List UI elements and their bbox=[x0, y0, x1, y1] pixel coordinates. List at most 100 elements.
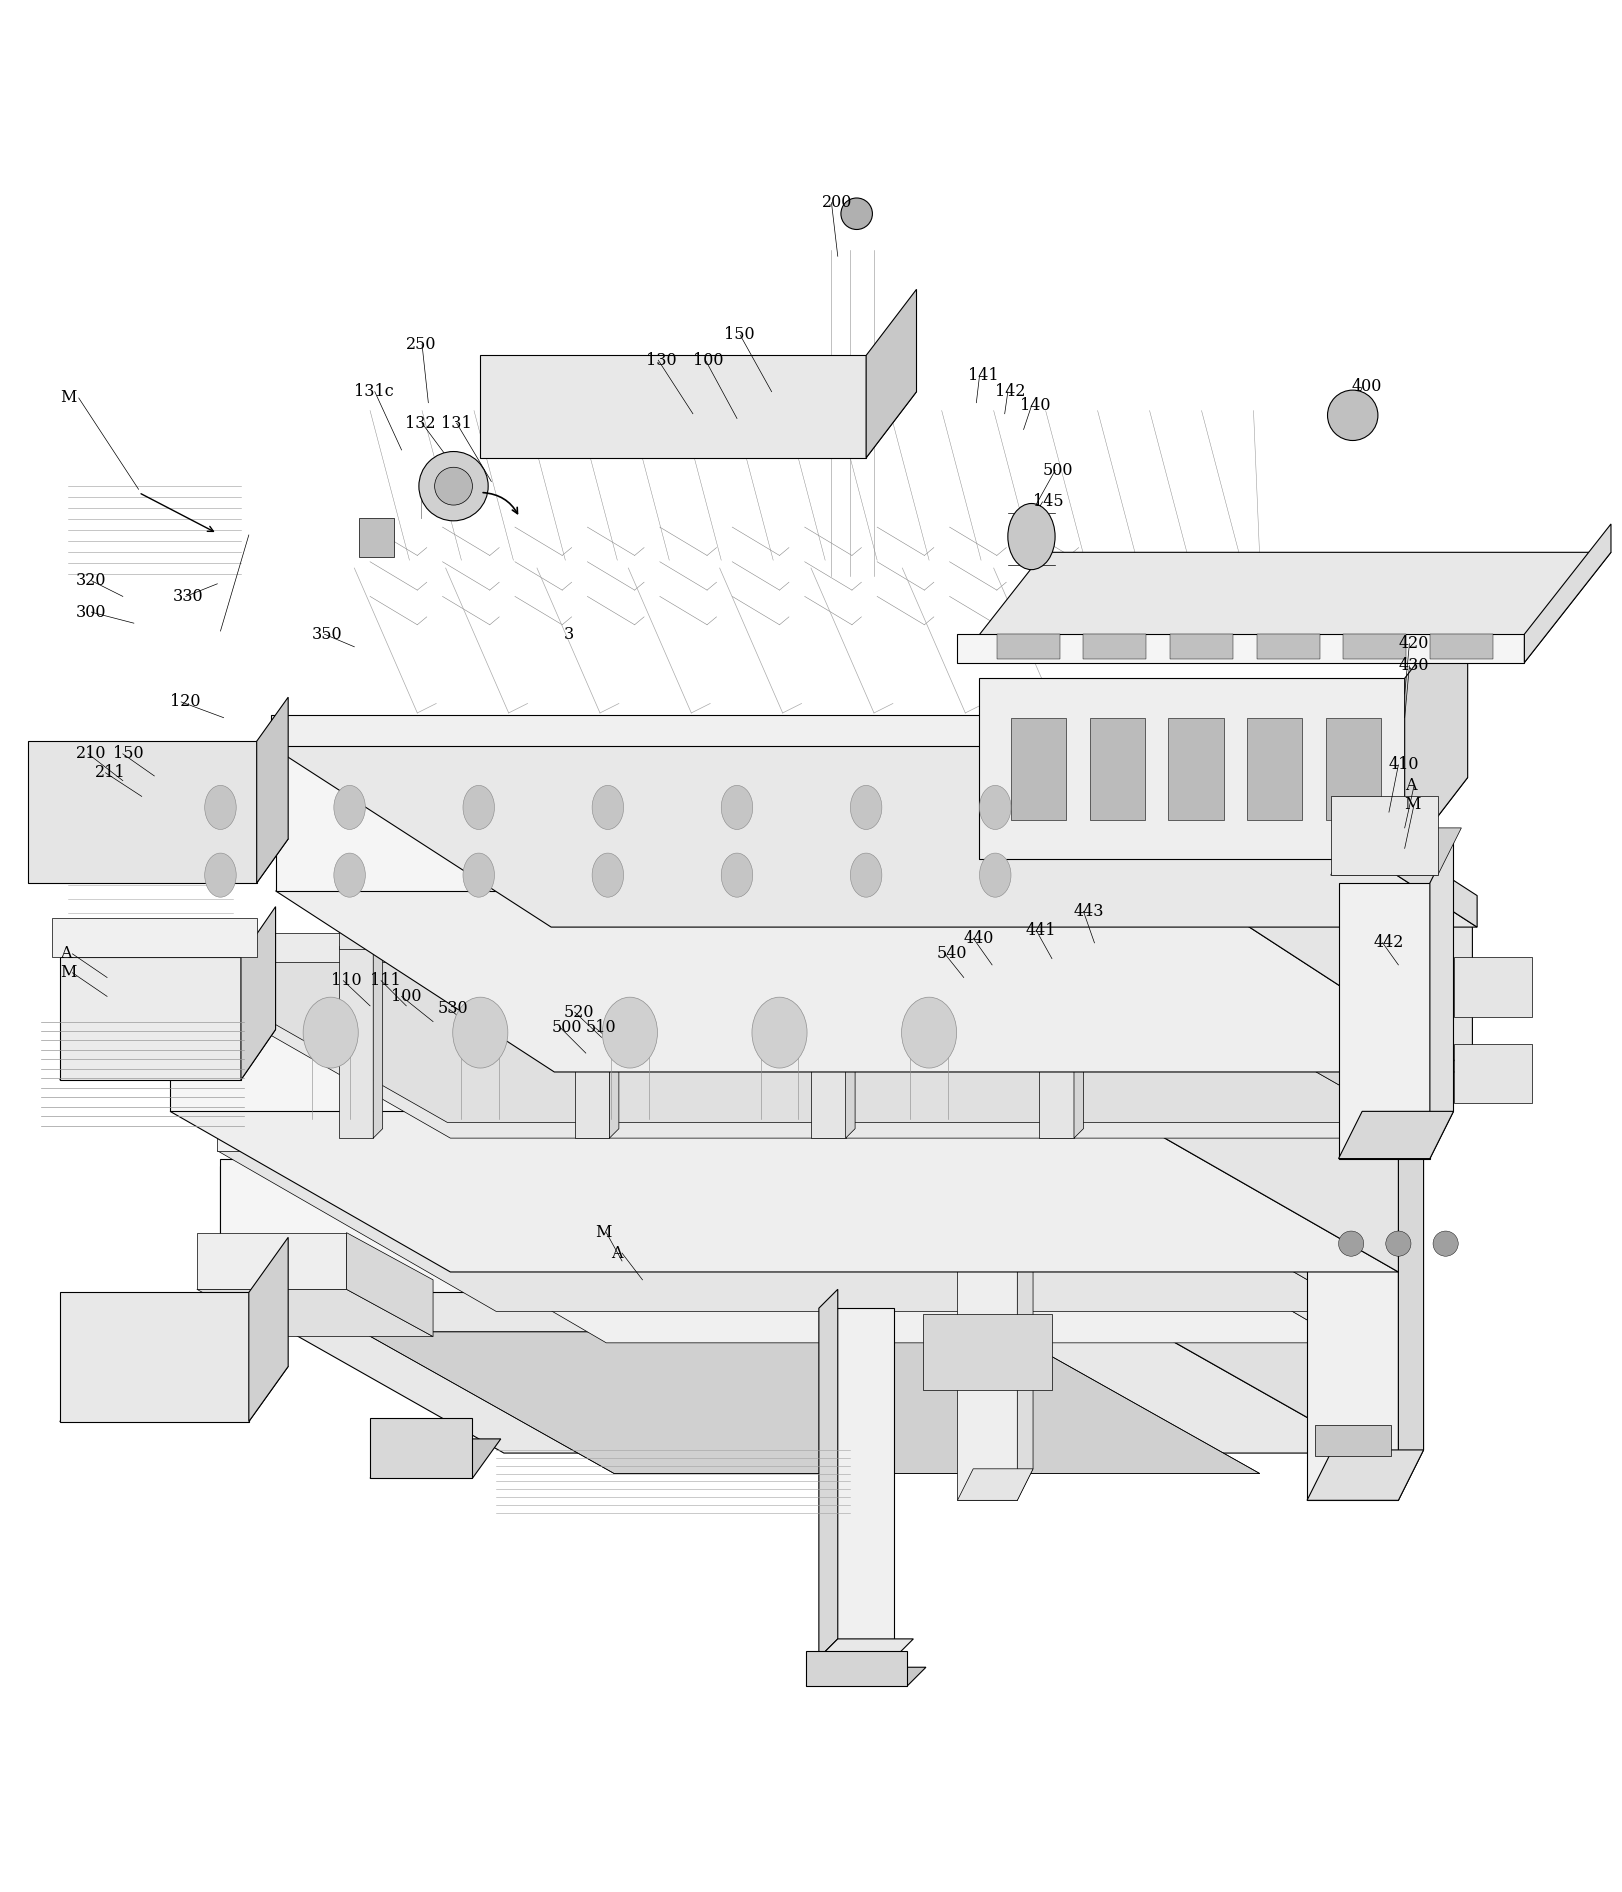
Polygon shape bbox=[339, 753, 373, 950]
Polygon shape bbox=[1343, 634, 1406, 660]
Polygon shape bbox=[1431, 634, 1492, 660]
Polygon shape bbox=[60, 957, 242, 1080]
Polygon shape bbox=[1398, 798, 1424, 1500]
Text: 500: 500 bbox=[551, 1020, 582, 1037]
Text: M: M bbox=[60, 965, 76, 982]
Text: 442: 442 bbox=[1374, 935, 1403, 952]
Polygon shape bbox=[1083, 634, 1147, 660]
Polygon shape bbox=[370, 1419, 472, 1478]
Text: 142: 142 bbox=[996, 384, 1025, 401]
Text: 500: 500 bbox=[1043, 462, 1074, 479]
Polygon shape bbox=[256, 696, 289, 884]
Polygon shape bbox=[370, 1440, 501, 1478]
Text: 510: 510 bbox=[586, 1020, 616, 1037]
Text: 100: 100 bbox=[693, 352, 723, 369]
Polygon shape bbox=[221, 1167, 323, 1292]
Polygon shape bbox=[196, 1232, 347, 1288]
Ellipse shape bbox=[1007, 503, 1054, 569]
Polygon shape bbox=[1087, 1158, 1371, 1453]
Text: M: M bbox=[1405, 797, 1421, 814]
Polygon shape bbox=[165, 961, 1405, 1122]
Polygon shape bbox=[248, 1237, 289, 1421]
Ellipse shape bbox=[902, 997, 957, 1069]
Text: 441: 441 bbox=[1025, 921, 1056, 938]
Circle shape bbox=[840, 199, 873, 229]
Polygon shape bbox=[196, 1288, 433, 1336]
Circle shape bbox=[418, 452, 488, 520]
Ellipse shape bbox=[204, 853, 237, 897]
Polygon shape bbox=[1307, 848, 1398, 1500]
Text: 300: 300 bbox=[76, 604, 105, 621]
Text: 132: 132 bbox=[406, 414, 435, 431]
Text: 150: 150 bbox=[725, 327, 754, 344]
Text: 200: 200 bbox=[822, 195, 853, 212]
Polygon shape bbox=[60, 1366, 289, 1421]
Circle shape bbox=[1338, 1232, 1364, 1256]
Text: 440: 440 bbox=[963, 929, 994, 946]
Polygon shape bbox=[276, 745, 1194, 891]
Ellipse shape bbox=[753, 997, 808, 1069]
Ellipse shape bbox=[980, 785, 1011, 829]
Polygon shape bbox=[170, 978, 1118, 1111]
Polygon shape bbox=[1074, 937, 1083, 1139]
Bar bbox=[358, 518, 394, 556]
Polygon shape bbox=[1315, 1425, 1390, 1457]
Polygon shape bbox=[1083, 1111, 1362, 1311]
Polygon shape bbox=[1194, 745, 1473, 1073]
Text: 141: 141 bbox=[968, 367, 999, 384]
Polygon shape bbox=[1071, 1139, 1346, 1343]
Polygon shape bbox=[1118, 978, 1398, 1271]
Ellipse shape bbox=[850, 853, 882, 897]
Circle shape bbox=[1385, 1232, 1411, 1256]
Polygon shape bbox=[957, 552, 1611, 662]
Text: 131: 131 bbox=[441, 414, 472, 431]
Polygon shape bbox=[1405, 596, 1468, 859]
Polygon shape bbox=[1011, 717, 1066, 819]
Text: M: M bbox=[595, 1224, 611, 1241]
Polygon shape bbox=[819, 1288, 839, 1657]
Polygon shape bbox=[819, 1638, 913, 1657]
Polygon shape bbox=[242, 906, 276, 1080]
Circle shape bbox=[1327, 390, 1379, 441]
Polygon shape bbox=[170, 978, 1398, 1139]
Text: 530: 530 bbox=[438, 1001, 469, 1018]
Text: 110: 110 bbox=[331, 972, 362, 990]
Text: 540: 540 bbox=[938, 946, 967, 963]
Polygon shape bbox=[1247, 717, 1302, 819]
Text: 3: 3 bbox=[564, 626, 574, 643]
Text: 443: 443 bbox=[1074, 902, 1105, 920]
Text: 211: 211 bbox=[94, 764, 125, 781]
Text: A: A bbox=[1405, 778, 1416, 795]
Polygon shape bbox=[60, 1029, 276, 1080]
Text: 400: 400 bbox=[1351, 378, 1382, 395]
Ellipse shape bbox=[592, 853, 623, 897]
Polygon shape bbox=[1453, 1044, 1533, 1103]
Polygon shape bbox=[221, 1292, 1371, 1453]
Polygon shape bbox=[1338, 884, 1431, 1158]
Polygon shape bbox=[1330, 829, 1461, 876]
Ellipse shape bbox=[850, 785, 882, 829]
Polygon shape bbox=[1169, 634, 1233, 660]
Polygon shape bbox=[980, 679, 1405, 859]
Polygon shape bbox=[819, 1307, 894, 1657]
Polygon shape bbox=[1040, 946, 1074, 1139]
Polygon shape bbox=[1431, 836, 1453, 1158]
Polygon shape bbox=[52, 918, 256, 957]
Polygon shape bbox=[28, 742, 256, 884]
Text: 145: 145 bbox=[1033, 494, 1064, 511]
Polygon shape bbox=[811, 753, 845, 950]
Text: 520: 520 bbox=[564, 1003, 594, 1020]
Polygon shape bbox=[217, 1150, 1362, 1311]
Polygon shape bbox=[923, 1315, 1053, 1391]
Polygon shape bbox=[347, 1232, 433, 1336]
Text: 111: 111 bbox=[370, 972, 401, 990]
Polygon shape bbox=[1197, 715, 1478, 927]
Polygon shape bbox=[957, 634, 1525, 662]
Text: 120: 120 bbox=[170, 692, 201, 710]
Polygon shape bbox=[480, 392, 916, 458]
Polygon shape bbox=[480, 356, 866, 458]
Polygon shape bbox=[1325, 717, 1380, 819]
Text: 410: 410 bbox=[1388, 757, 1419, 774]
Polygon shape bbox=[1168, 717, 1223, 819]
Ellipse shape bbox=[722, 785, 753, 829]
